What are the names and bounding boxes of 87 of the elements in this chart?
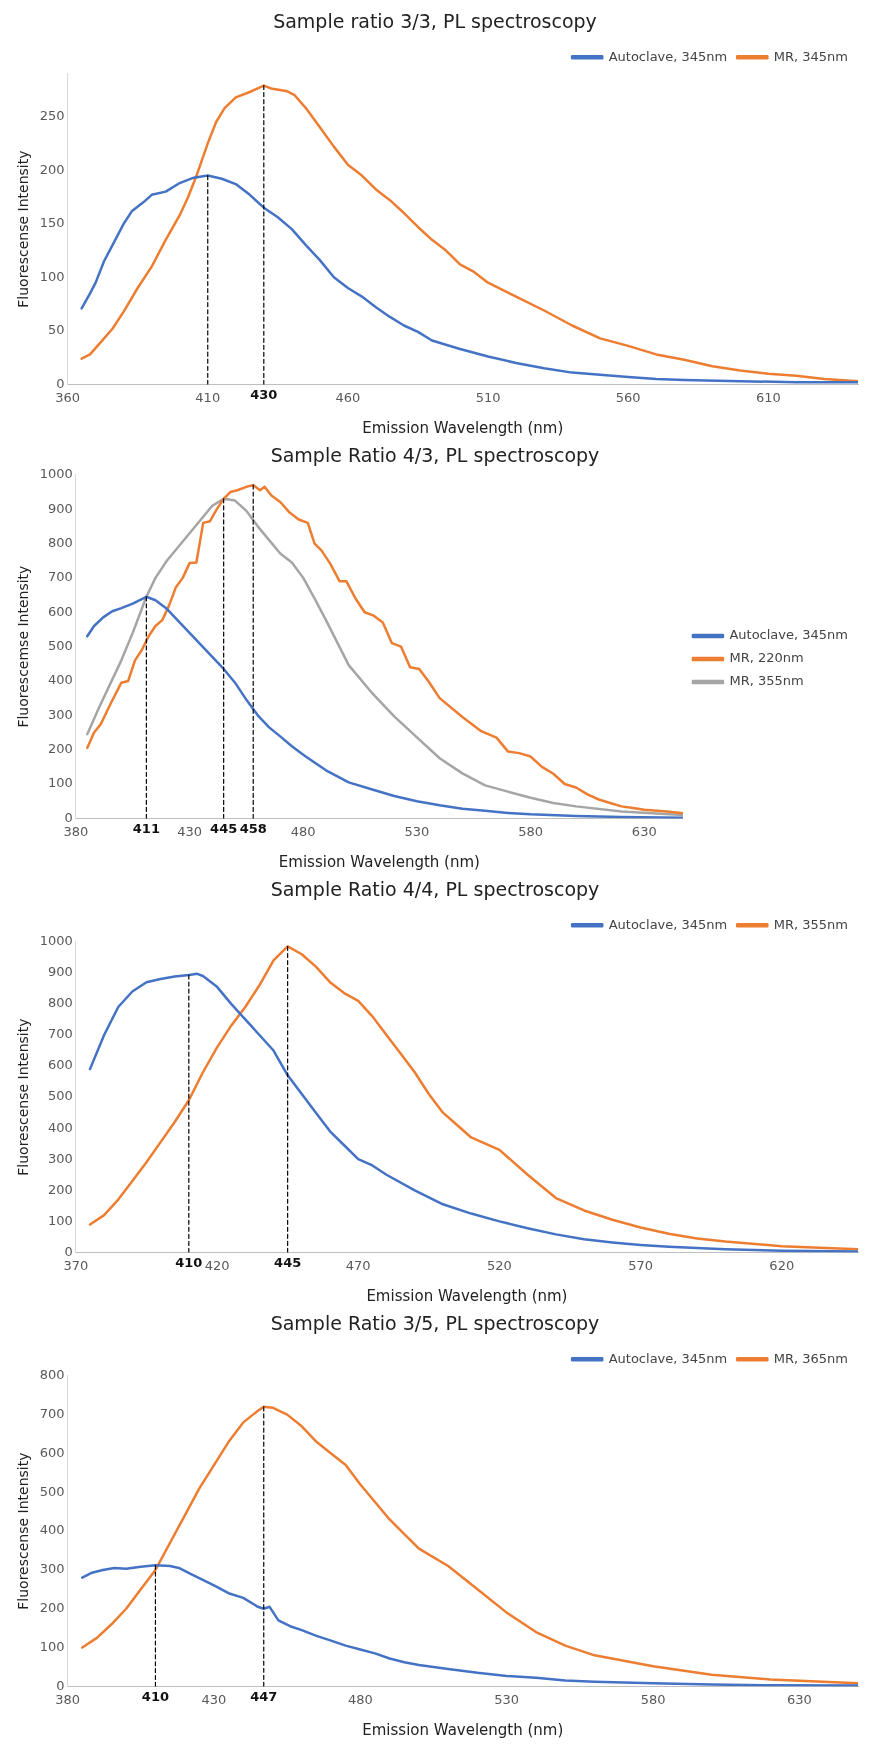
x-tick-label: 460 [335,389,361,405]
y-tick-label: 500 [48,637,73,653]
y-axis-title: Fluorescemse Intensity [15,565,32,728]
y-tick-label: 400 [39,1522,65,1538]
y-tick-label: 700 [48,569,73,585]
y-tick-label: 300 [48,706,73,722]
y-tick-label: 700 [48,1026,73,1042]
y-tick-label: 200 [39,1600,65,1616]
y-tick-label: 700 [39,1406,65,1421]
y-tick-label: 100 [39,1638,65,1654]
legend-label: MR, 345nm [773,48,848,64]
x-tick-label: 480 [347,1691,373,1707]
legend-label: MR, 355nm [773,916,848,932]
chart-title: Sample Ratio 3/5, PL spectroscopy [270,1312,600,1335]
x-tick-label: 360 [55,389,81,405]
y-tick-label: 1000 [39,466,73,482]
chart-title: Sample Ratio 4/4, PL spectroscopy [270,878,600,901]
y-tick-label: 600 [48,603,73,619]
y-tick-label: 250 [39,108,65,124]
y-tick-label: 400 [48,672,73,688]
y-axis-title: Fluorescense Intensity [15,150,32,308]
legend-label: MR, 220nm [729,650,804,666]
y-tick-label: 0 [56,1677,65,1693]
x-axis-title: Emission Wavelength (nm) [362,1720,564,1739]
y-axis-title: Fluorescense Intensity [15,1018,32,1176]
y-tick-label: 200 [48,741,73,757]
y-tick-label: 300 [39,1561,65,1577]
x-tick-label: 560 [615,389,641,405]
x-tick-label: 630 [631,823,657,839]
y-tick-label: 0 [56,375,65,391]
x-tick-label: 380 [55,1691,81,1707]
x-tick-label: 530 [494,1691,520,1707]
x-tick-label: 430 [177,823,202,839]
y-tick-label: 50 [48,322,65,338]
y-tick-label: 800 [48,995,73,1011]
legend-label: MR, 355nm [729,673,804,689]
y-tick-label: 500 [39,1483,65,1499]
y-tick-label: 600 [48,1057,73,1073]
y-tick-label: 1000 [39,933,73,949]
x-tick-label: 370 [63,1257,89,1273]
y-tick-label: 0 [64,809,73,825]
y-tick-label: 200 [48,1181,73,1197]
y-tick-label: 400 [48,1119,73,1135]
y-tick-label: 500 [48,1088,73,1104]
x-tick-label: 520 [487,1257,512,1273]
x-tick-label: 580 [518,823,544,839]
x-tick-label: 470 [345,1257,371,1273]
x-axis-title: Emission Wavelength (nm) [366,1286,568,1305]
y-tick-label: 800 [48,534,73,550]
y-tick-label: 150 [39,215,65,231]
y-tick-label: 800 [39,1367,65,1383]
x-axis-title: Emission Wavelength (nm) [362,418,564,437]
x-tick-label: 480 [290,823,316,839]
x-tick-label: 420 [204,1257,230,1273]
x-tick-label: 630 [787,1691,812,1707]
annotation: 445 [274,1255,302,1271]
y-tick-label: 200 [39,161,65,177]
annotation: 411 [132,821,160,837]
y-tick-label: 900 [48,500,73,516]
y-tick-label: 100 [48,775,73,791]
x-tick-label: 530 [404,823,430,839]
y-tick-label: 600 [39,1444,65,1460]
x-tick-label: 380 [63,823,89,839]
x-tick-label: 620 [769,1257,795,1273]
annotation: 445 [210,821,238,837]
y-tick-label: 100 [39,268,65,284]
x-tick-label: 510 [475,389,501,405]
x-tick-label: 410 [195,389,221,405]
x-tick-label: 610 [755,389,781,405]
y-tick-label: 100 [48,1212,73,1228]
legend-label: Autoclave, 345nm [729,627,849,643]
x-tick-label: 570 [628,1257,653,1273]
legend-label: MR, 365nm [773,1350,848,1366]
legend-label: Autoclave, 345nm [608,48,728,64]
y-axis-title: Fluorescense Intensity [15,1452,32,1610]
legend-label: Autoclave, 345nm [608,1350,728,1366]
x-tick-label: 580 [640,1691,666,1707]
y-tick-label: 0 [64,1243,73,1259]
legend-label: Autoclave, 345nm [608,916,728,932]
y-tick-label: 300 [48,1150,73,1166]
y-tick-label: 900 [48,964,73,980]
annotation: 447 [250,1689,278,1705]
annotation: 458 [239,821,267,837]
chart-title: Sample ratio 3/3, PL spectroscopy [273,10,597,33]
x-axis-title: Emission Wavelength (nm) [278,852,480,871]
chart-title: Sample Ratio 4/3, PL spectroscopy [270,444,600,467]
x-tick-label: 430 [201,1691,227,1707]
